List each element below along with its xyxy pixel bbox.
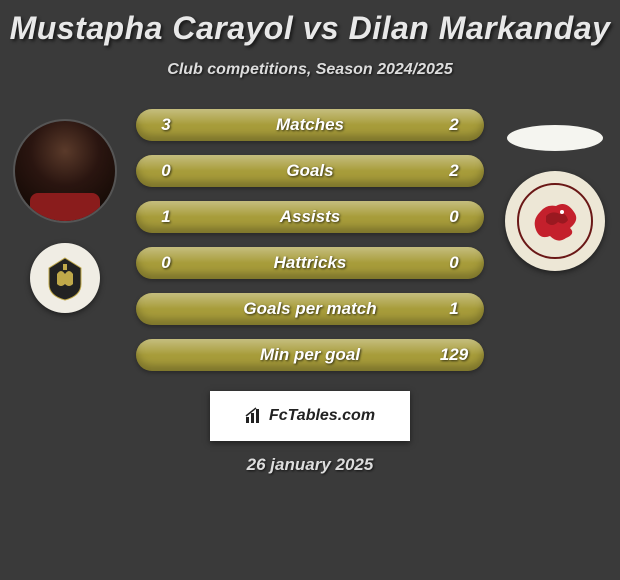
stat-label: Matches — [196, 115, 424, 135]
watermark-box[interactable]: FcTables.com — [210, 391, 410, 441]
chart-icon — [245, 407, 263, 425]
stat-row-goals: 0 Goals 2 — [136, 155, 484, 187]
stat-left-value: 0 — [136, 161, 196, 181]
stat-left-value: 1 — [136, 207, 196, 227]
crest-left-icon — [41, 254, 89, 302]
stat-right-value: 0 — [424, 253, 484, 273]
left-player-photo — [13, 119, 117, 223]
watermark-text: FcTables.com — [269, 407, 375, 425]
stat-right-value: 2 — [424, 115, 484, 135]
stats-column: 3 Matches 2 0 Goals 2 1 Assists 0 0 Hatt… — [130, 109, 490, 385]
crest-right-icon — [516, 182, 594, 260]
stat-right-value: 129 — [424, 345, 484, 365]
stat-row-assists: 1 Assists 0 — [136, 201, 484, 233]
stat-label: Min per goal — [196, 345, 424, 365]
stat-label: Goals — [196, 161, 424, 181]
left-player-column — [0, 109, 130, 313]
subtitle: Club competitions, Season 2024/2025 — [0, 61, 620, 79]
page-title: Mustapha Carayol vs Dilan Markanday — [0, 10, 620, 47]
right-player-column — [490, 109, 620, 271]
date-line: 26 january 2025 — [0, 455, 620, 475]
right-player-photo — [507, 125, 603, 151]
stat-row-min-per-goal: Min per goal 129 — [136, 339, 484, 371]
stat-label: Hattricks — [196, 253, 424, 273]
stat-right-value: 2 — [424, 161, 484, 181]
stat-left-value: 3 — [136, 115, 196, 135]
stat-label: Assists — [196, 207, 424, 227]
stat-row-matches: 3 Matches 2 — [136, 109, 484, 141]
left-club-crest — [30, 243, 100, 313]
main-row: 3 Matches 2 0 Goals 2 1 Assists 0 0 Hatt… — [0, 109, 620, 385]
stat-label: Goals per match — [196, 299, 424, 319]
stat-right-value: 1 — [424, 299, 484, 319]
comparison-card: Mustapha Carayol vs Dilan Markanday Club… — [0, 0, 620, 475]
stat-row-hattricks: 0 Hattricks 0 — [136, 247, 484, 279]
right-club-crest — [505, 171, 605, 271]
stat-left-value: 0 — [136, 253, 196, 273]
stat-row-goals-per-match: Goals per match 1 — [136, 293, 484, 325]
stat-right-value: 0 — [424, 207, 484, 227]
